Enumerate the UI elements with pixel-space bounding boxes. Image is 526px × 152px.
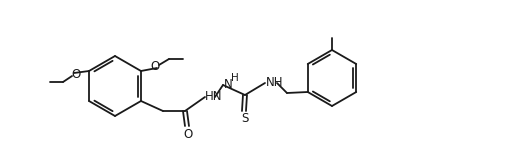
Text: H: H <box>231 73 239 83</box>
Text: O: O <box>72 67 80 81</box>
Text: O: O <box>150 60 159 74</box>
Text: NH: NH <box>266 76 284 88</box>
Text: N: N <box>224 78 232 90</box>
Text: HN: HN <box>205 90 222 102</box>
Text: S: S <box>241 112 249 124</box>
Text: O: O <box>184 128 193 140</box>
